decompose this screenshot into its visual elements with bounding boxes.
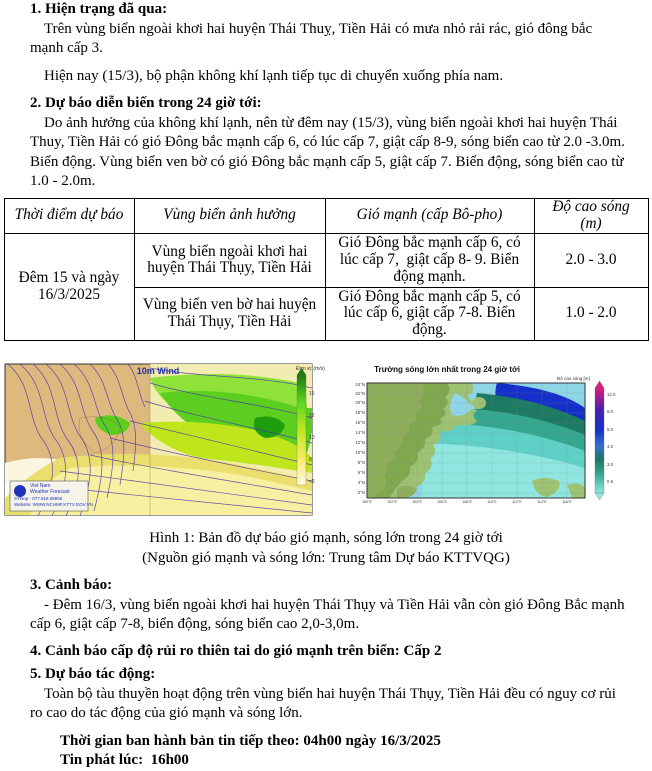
svg-text:4°N: 4°N (358, 480, 365, 485)
svg-text:12.0: 12.0 (607, 392, 616, 397)
svg-text:18°N: 18°N (355, 410, 365, 415)
svg-text:0.5: 0.5 (607, 479, 614, 484)
svg-text:Trường sóng lớn nhất trong 24: Trường sóng lớn nhất trong 24 giờ tới (374, 365, 520, 374)
svg-text:<6: <6 (309, 479, 315, 485)
svg-text:Website: WWW.NCHMF.KTTV.GOV.VN: Website: WWW.NCHMF.KTTV.GOV.VN (14, 502, 93, 507)
svg-text:22°N: 22°N (355, 391, 365, 396)
svg-text:Độ cao sóng [m]: Độ cao sóng [m] (557, 376, 590, 381)
svg-text:SYNop - 077.918.08855: SYNop - 077.918.08855 (14, 496, 63, 501)
svg-text:12: 12 (309, 413, 315, 419)
svg-text:10°N: 10°N (355, 450, 365, 455)
svg-text:Weather Forecast: Weather Forecast (30, 489, 70, 495)
svg-text:6.0: 6.0 (607, 409, 614, 414)
svg-text:116°E: 116°E (562, 500, 572, 504)
svg-text:8: 8 (309, 457, 312, 463)
svg-text:108°E: 108°E (462, 500, 472, 504)
svg-text:3.0: 3.0 (607, 462, 614, 467)
svg-text:100°E: 100°E (362, 500, 372, 504)
svg-text:24°N: 24°N (355, 382, 365, 387)
svg-text:112°E: 112°E (512, 500, 522, 504)
svg-text:104°E: 104°E (412, 500, 422, 504)
svg-text:4.0: 4.0 (607, 444, 614, 449)
svg-text:10m Wind: 10m Wind (137, 366, 179, 376)
svg-text:102°E: 102°E (387, 500, 397, 504)
svg-text:114°E: 114°E (537, 500, 547, 504)
svg-text:20°N: 20°N (355, 400, 365, 405)
svg-text:110°E: 110°E (487, 500, 497, 504)
svg-text:8°N: 8°N (358, 460, 365, 465)
svg-text:2°N: 2°N (358, 490, 365, 495)
svg-text:15: 15 (309, 391, 315, 397)
svg-text:6°N: 6°N (358, 470, 365, 475)
svg-text:14°N: 14°N (355, 430, 365, 435)
svg-text:16°N: 16°N (355, 420, 365, 425)
svg-text:5.0: 5.0 (607, 427, 614, 432)
svg-text:106°E: 106°E (437, 500, 447, 504)
svg-text:10: 10 (309, 435, 315, 441)
svg-text:12°N: 12°N (355, 440, 365, 445)
